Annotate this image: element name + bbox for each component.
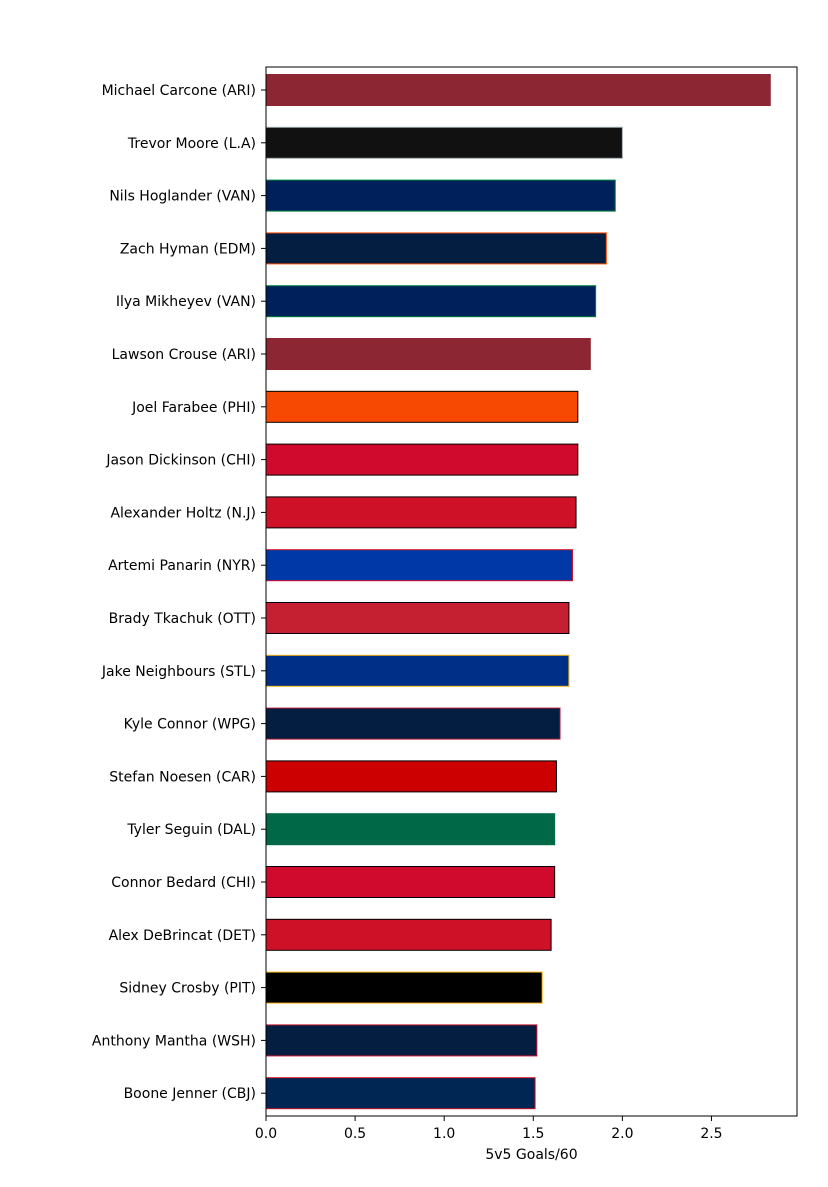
x-tick-label: 0.0: [255, 1126, 277, 1142]
plot-frame: [265, 66, 798, 1117]
bar: [265, 338, 591, 370]
bar: [265, 285, 597, 318]
x-tick-label: 1.0: [433, 1126, 455, 1142]
y-tick-label: Anthony Mantha (WSH): [92, 1033, 256, 1049]
y-tick-label: Artemi Panarin (NYR): [108, 558, 256, 574]
bar: [265, 866, 556, 898]
y-tick-label: Boone Jenner (CBJ): [124, 1086, 256, 1102]
y-tick-label: Lawson Crouse (ARI): [112, 347, 256, 363]
bar: [265, 602, 570, 634]
y-tick-labels: Michael Carcone (ARI) Trevor Moore (L.A) N…: [92, 83, 266, 1102]
bar: [265, 232, 607, 265]
y-tick-label: Jake Neighbours (STL): [101, 664, 256, 680]
bar: [265, 390, 579, 423]
y-tick-label: Brady Tkachuk (OTT): [109, 611, 256, 627]
bar: [265, 1024, 538, 1057]
x-tick-label: 2.5: [700, 1126, 722, 1142]
bar: [265, 549, 573, 582]
y-tick-label: Alex DeBrincat (DET): [109, 928, 256, 944]
bar: [265, 707, 561, 740]
bar: [265, 496, 577, 529]
bar: [265, 918, 552, 951]
y-tick-label: Michael Carcone (ARI): [102, 83, 256, 99]
bars-group: [265, 74, 771, 1110]
y-tick-label: Connor Bedard (CHI): [111, 875, 256, 891]
y-tick-label: Ilya Mikheyev (VAN): [116, 294, 256, 310]
bar: [265, 443, 579, 476]
y-tick-label: Tyler Seguin (DAL): [126, 822, 256, 838]
bar: [265, 971, 543, 1004]
y-tick-label: Trevor Moore (L.A): [127, 136, 256, 152]
bar: [265, 126, 623, 159]
y-tick-label: Kyle Connor (WPG): [124, 717, 256, 733]
y-tick-label: Joel Farabee (PHI): [131, 400, 256, 416]
y-tick-label: Alexander Holtz (N.J): [110, 505, 256, 521]
x-tick-label: 2.0: [611, 1126, 633, 1142]
y-tick-label: Zach Hyman (EDM): [120, 241, 256, 257]
bar: [265, 813, 556, 846]
x-tick-label: 0.5: [344, 1126, 366, 1142]
y-tick-label: Stefan Noesen (CAR): [109, 769, 256, 785]
y-tick-label: Jason Dickinson (CHI): [105, 453, 256, 469]
bar: [265, 1077, 536, 1110]
bar: [265, 74, 771, 106]
x-tick-label: 1.5: [522, 1126, 544, 1142]
bar: [265, 654, 570, 687]
bar: [265, 760, 557, 793]
y-tick-label: Nils Hoglander (VAN): [109, 189, 256, 205]
bar: [265, 179, 616, 212]
x-ticks: 0.0 0.5 1.0 1.5 2.0 2.5: [255, 1116, 723, 1142]
y-tick-label: Sidney Crosby (PIT): [119, 981, 256, 997]
x-axis-title: 5v5 Goals/60: [485, 1147, 577, 1163]
